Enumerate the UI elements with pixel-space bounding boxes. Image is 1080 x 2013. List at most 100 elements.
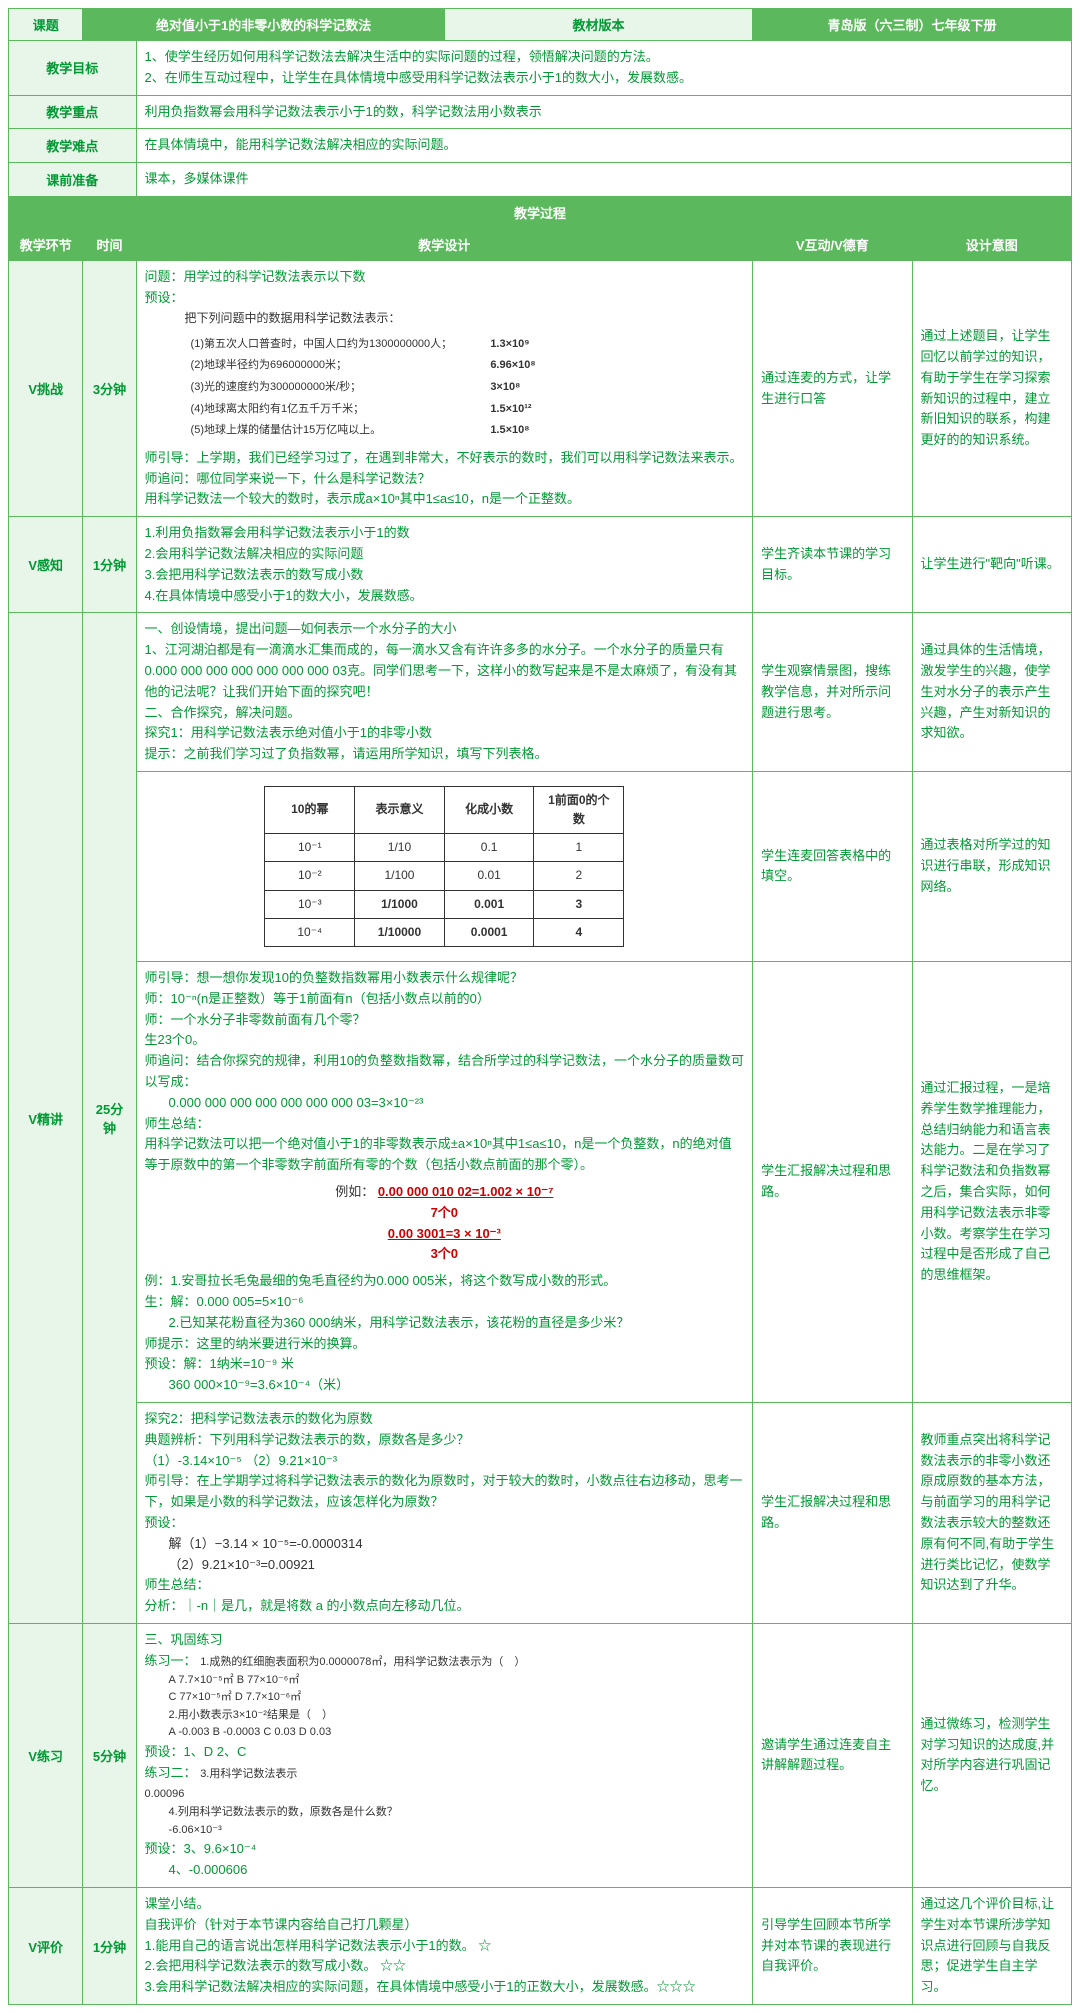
example-box: 例如： 0.00 000 010 02=1.002 × 10⁻⁷ 7个0 0.0…	[145, 1182, 745, 1265]
topic-value: 绝对值小于1的非零小数的科学记数法	[83, 9, 444, 41]
l-tl2: 师：一个水分子非零数前面有几个零？	[145, 1010, 745, 1031]
ev-l2: 2.会把用科学记数法表示的数写成小数。 ☆☆	[145, 1956, 745, 1977]
challenge-interact: 通过连麦的方式，让学生进行口答	[753, 260, 912, 516]
perceive-interact: 学生齐读本节课的学习目标。	[753, 517, 912, 613]
ans3: 3×10⁸	[484, 377, 784, 399]
l-ex1s: 生：解：0.000 005=5×10⁻⁶	[145, 1292, 745, 1313]
col-step: 教学环节	[9, 228, 83, 260]
r4c1: 10⁻⁴	[265, 918, 355, 946]
ev-l3: 3.会用科学记数法解决相应的实际问题，在具体情境中感受小于1的正数大小，发展数感…	[145, 1977, 745, 1998]
lecture-interact-2: 学生连麦回答表格中的填空。	[753, 771, 912, 961]
pr-q4: 4.列用科学记数法表示的数，原数各是什么数？	[145, 1804, 745, 1822]
lecture-intent-1: 通过具体的生活情境，激发学生的兴趣，使学生对水分子的表示产生兴趣，产生对新知识的…	[912, 613, 1071, 772]
l-g2: 师引导：想一想你发现10的负整数指数幂用小数表示什么规律呢？	[145, 968, 745, 989]
ans4: 1.5×10¹²	[484, 399, 784, 421]
lecture-interact-4: 学生汇报解决过程和思路。	[753, 1402, 912, 1623]
l-p1b: 1、江河湖泊都是有一滴滴水汇集而成的，每一滴水又含有许许多多的水分子。一个水分子…	[145, 640, 745, 702]
r1c4: 1	[534, 834, 624, 862]
ans5: 1.5×10⁸	[484, 420, 784, 442]
l-st: 师生总结：	[145, 1114, 745, 1135]
pr-o2: A -0.003 B -0.0003 C 0.03 D 0.03	[145, 1724, 745, 1742]
lecture-design-2: 10的幂 表示意义 化成小数 1前面0的个数 10⁻¹1/100.11 10⁻²…	[136, 771, 753, 961]
ans1: 1.3×10⁹	[484, 334, 784, 356]
practice-time: 5分钟	[83, 1623, 136, 1887]
ex-label: 例如：	[335, 1184, 374, 1199]
l-tl1: 师：10⁻ⁿ(n是正整数）等于1前面有n（包括小数点以前的0）	[145, 989, 745, 1010]
preset-items: (1)第五次人口普查时，中国人口约为1300000000人；1.3×10⁹ (2…	[185, 334, 785, 442]
lecture-design-1: 一、创设情境，提出问题—如何表示一个水分子的大小 1、江河湖泊都是有一滴滴水汇集…	[136, 613, 753, 772]
r2c1: 10⁻²	[265, 862, 355, 890]
focus-value: 利用负指数幂会用科学记数法表示小于1的数，科学记数法用小数表示	[136, 95, 1071, 129]
difficulty-value: 在具体情境中，能用科学记数法解决相应的实际问题。	[136, 129, 1071, 163]
topic-label: 课题	[9, 9, 83, 41]
perceive-time: 1分钟	[83, 517, 136, 613]
col-time: 时间	[83, 228, 136, 260]
evaluate-time: 1分钟	[83, 1888, 136, 2005]
pr-v: -6.06×10⁻³	[145, 1822, 745, 1840]
item2: (2)地球半径约为696000000米；	[185, 355, 485, 377]
item5: (5)地球上煤的储量估计15万亿吨以上。	[185, 420, 485, 442]
version-value: 青岛版（六三制）七年级下册	[753, 9, 1072, 41]
pr-p3: 4、-0.000606	[145, 1860, 745, 1881]
l-ex1: 探究1：用科学记数法表示绝对值小于1的非零小数	[145, 723, 745, 744]
pr-p2: 预设：3、9.6×10⁻⁴	[145, 1839, 745, 1860]
ev-t: 课堂小结。	[145, 1894, 745, 1915]
challenge-answer: 用科学记数法一个较大的数时，表示成a×10ⁿ其中1≤a≤10，n是一个正整数。	[145, 489, 745, 510]
r3c4: 3	[534, 890, 624, 918]
l-ex2q: 2.已知某花粉直径为360 000纳米，用科学记数法表示，该花粉的直径是多少米？	[145, 1313, 745, 1334]
p-l4: 4.在具体情境中感受小于1的数大小，发展数感。	[145, 586, 745, 607]
l-ex2p: 预设：解：1纳米=10⁻⁹ 米	[145, 1354, 745, 1375]
lecture-time: 25分钟	[83, 613, 136, 1624]
p-l3: 3.会把用科学记数法表示的数写成小数	[145, 565, 745, 586]
l-s2t: 师生总结：	[145, 1575, 745, 1596]
l-s2: （2）9.21×10⁻³=0.00921	[145, 1555, 745, 1576]
r4c3: 0.0001	[444, 918, 534, 946]
lecture-design-3: 师引导：想一想你发现10的负整数指数幂用小数表示什么规律呢？ 师：10⁻ⁿ(n是…	[136, 962, 753, 1403]
r1c1: 10⁻¹	[265, 834, 355, 862]
goal-value: 1、使学生经历如何用科学记数法去解决生活中的实际问题的过程，领悟解决问题的方法。…	[136, 41, 1071, 96]
l-ex2c: 360 000×10⁻⁹=3.6×10⁻⁴（米）	[145, 1375, 745, 1396]
r4c4: 4	[534, 918, 624, 946]
practice-step: V练习	[9, 1623, 83, 1887]
th1: 10的幂	[265, 786, 355, 833]
challenge-preset: 预设：	[145, 288, 745, 309]
l-ex1q: 例：1.安哥拉长毛兔最细的兔毛直径约为0.000 005米，将这个数写成小数的形…	[145, 1271, 745, 1292]
r1c3: 0.1	[444, 834, 534, 862]
power-table: 10的幂 表示意义 化成小数 1前面0的个数 10⁻¹1/100.11 10⁻²…	[264, 786, 624, 947]
pr-p1: 预设：1、D 2、C	[145, 1742, 745, 1763]
ex-l1: 0.00 000 010 02=1.002 × 10⁻⁷	[378, 1184, 554, 1199]
th2: 表示意义	[355, 786, 445, 833]
pr-ex1l: 练习一：	[145, 1653, 197, 1668]
process-title: 教学过程	[9, 196, 1072, 228]
item3: (3)光的速度约为300000000米/秒；	[185, 377, 485, 399]
challenge-time: 3分钟	[83, 260, 136, 516]
l-p1t: 一、创设情境，提出问题—如何表示一个水分子的大小	[145, 619, 745, 640]
lecture-intent-3: 通过汇报过程，一是培养学生数学推理能力，总结归纳能力和语言表达能力。二是在学习了…	[912, 962, 1071, 1403]
ev-st: 自我评价（针对于本节课内容给自己打几颗星）	[145, 1915, 745, 1936]
pr-ex2l: 练习二：	[145, 1765, 197, 1780]
evaluate-intent: 通过这几个评价目标,让学生对本节课所涉学知识点进行回顾与自我反思；促进学生自主学…	[912, 1888, 1071, 2005]
l-hint: 提示：之前我们学习过了负指数幂，请运用所学知识，填写下列表格。	[145, 744, 745, 765]
challenge-ask: 师追问：哪位同学来说一下，什么是科学记数法？	[145, 469, 745, 490]
practice-interact: 邀请学生通过连麦自主讲解解题过程。	[753, 1623, 912, 1887]
l-p2t: 二、合作探究，解决问题。	[145, 703, 745, 724]
prep-value: 课本，多媒体课件	[136, 163, 1071, 197]
l-pr2: 预设：	[145, 1513, 745, 1534]
p-l1: 1.利用负指数幂会用科学记数法表示小于1的数	[145, 523, 745, 544]
perceive-intent: 让学生进行"靶向"听课。	[912, 517, 1071, 613]
pr-title: 三、巩固练习	[145, 1630, 745, 1651]
evaluate-interact: 引导学生回顾本节所学并对本节课的表现进行自我评价。	[753, 1888, 912, 2005]
col-interact: V互动/V德育	[753, 228, 912, 260]
lesson-plan-table: 课题 绝对值小于1的非零小数的科学记数法 教材版本 青岛版（六三制）七年级下册 …	[8, 8, 1072, 2005]
col-design: 教学设计	[136, 228, 753, 260]
pr-q1: 1.成熟的红细胞表面积为0.0000078㎡，用科学记数法表示为（ ）	[200, 1656, 525, 1668]
lecture-intent-2: 通过表格对所学过的知识进行串联，形成知识网络。	[912, 771, 1071, 961]
r2c3: 0.01	[444, 862, 534, 890]
l-tl3: 生23个0。	[145, 1030, 745, 1051]
th3: 化成小数	[444, 786, 534, 833]
focus-label: 教学重点	[9, 95, 137, 129]
ex-l4: 3个0	[431, 1246, 458, 1261]
challenge-guide: 师引导：上学期，我们已经学习过了，在遇到非常大，不好表示的数时，我们可以用科学记…	[145, 448, 745, 469]
preset-intro: 把下列问题中的数据用科学记数法表示：	[145, 309, 745, 328]
perceive-step: V感知	[9, 517, 83, 613]
